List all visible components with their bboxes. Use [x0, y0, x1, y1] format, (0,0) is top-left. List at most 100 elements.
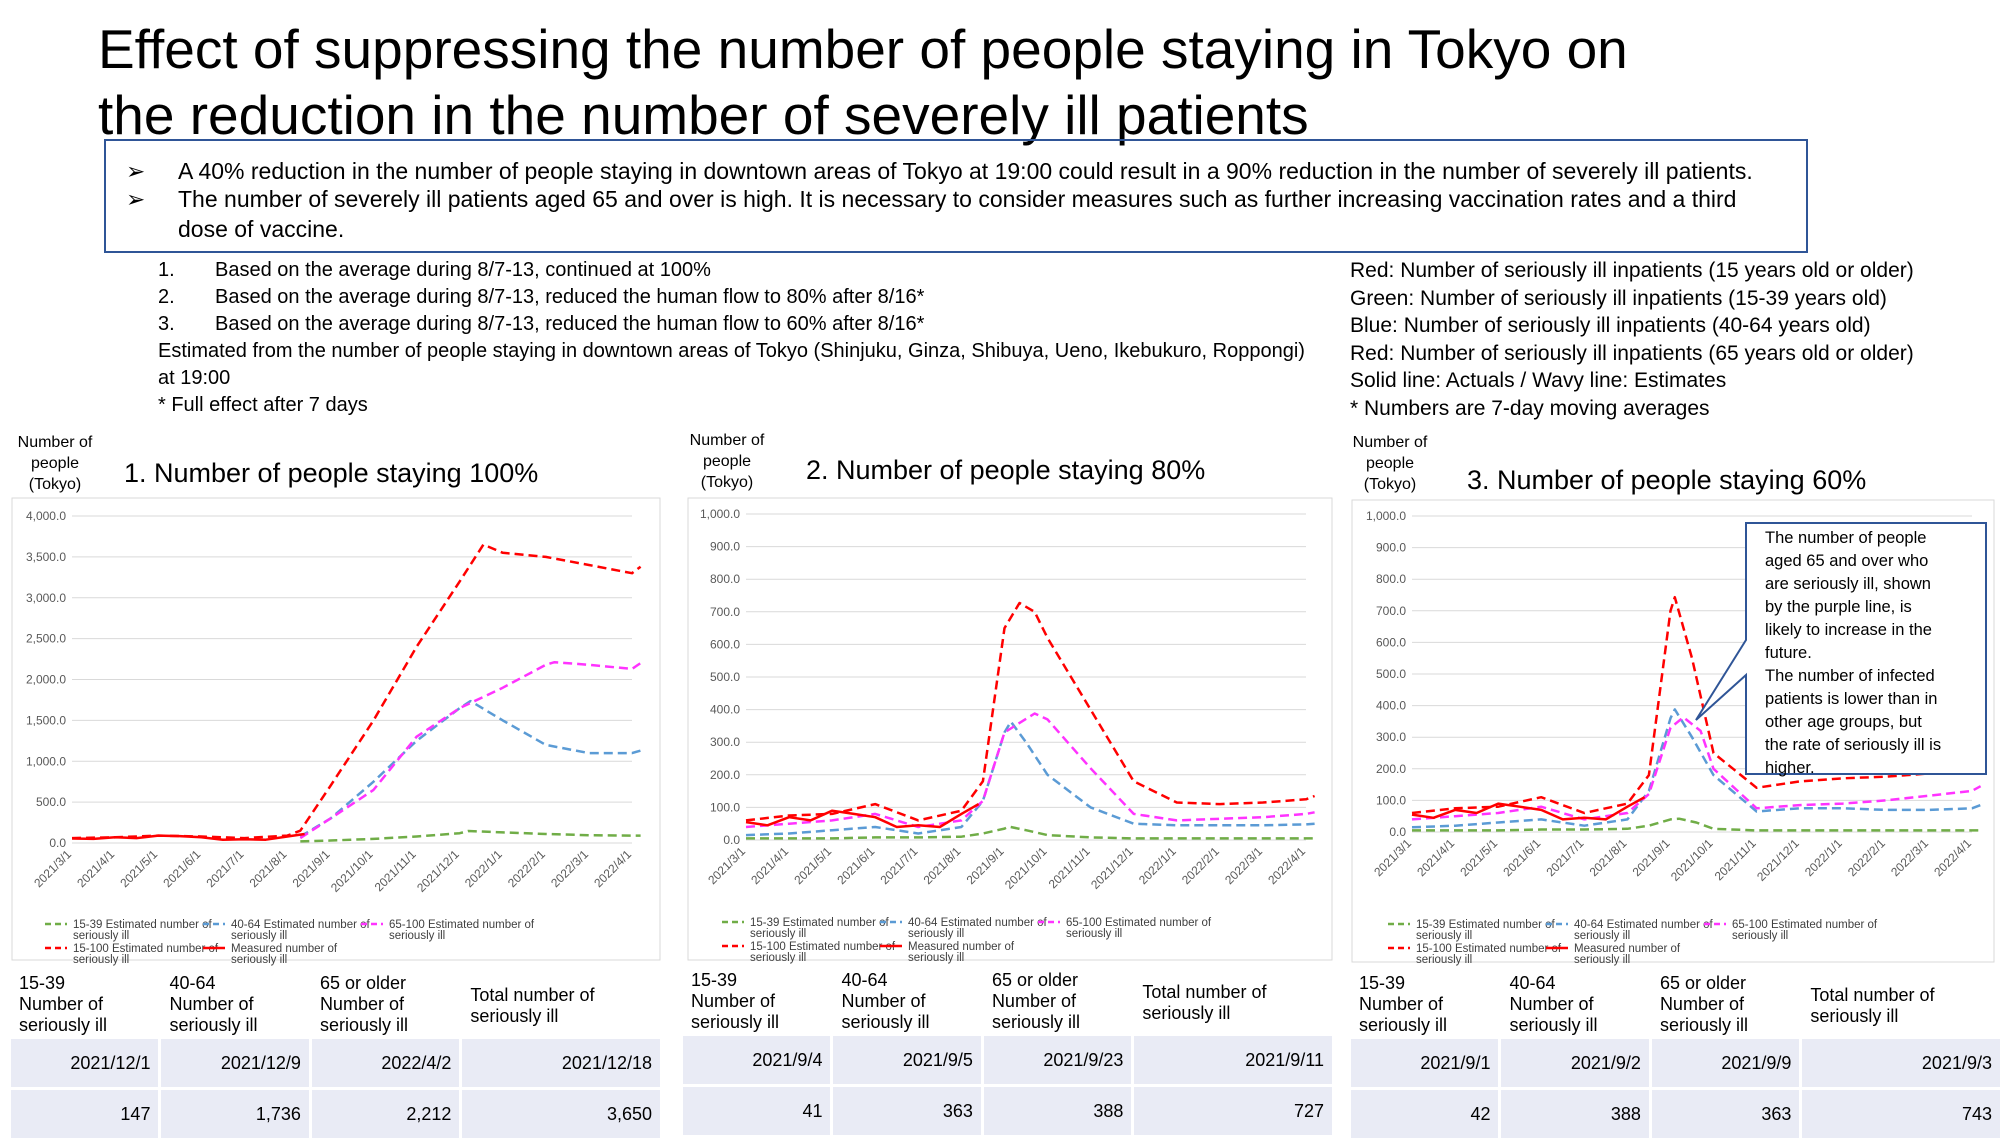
series-line: [746, 603, 1315, 820]
table-cell: 2021/9/5: [832, 1035, 982, 1086]
table-cell: 1,736: [160, 1089, 310, 1138]
x-tick-label: 2021/7/1: [877, 844, 920, 887]
x-tick-label: 2022/1/1: [1136, 844, 1179, 887]
x-tick-label: 2021/4/1: [74, 847, 117, 890]
legend-label: seriously ill: [231, 930, 287, 942]
table-cell: 2021/9/2: [1500, 1038, 1650, 1089]
y-tick-label: 600.0: [710, 637, 740, 651]
table-cell: 727: [1133, 1086, 1332, 1136]
x-tick-label: 2021/12/1: [1754, 836, 1802, 884]
y-tick-label: 900.0: [1376, 541, 1406, 555]
x-tick-label: 2022/1/1: [1802, 836, 1845, 879]
x-tick-label: 2022/4/1: [1265, 844, 1308, 887]
series-line: [746, 827, 1315, 839]
x-tick-label: 2021/8/1: [921, 844, 964, 887]
table-row: 2021/9/4 2021/9/5 2021/9/23 2021/9/11: [682, 1035, 1333, 1086]
series-line: [300, 701, 640, 836]
x-tick-label: 2021/10/1: [1002, 844, 1050, 892]
table-cell: 42: [1350, 1089, 1500, 1138]
table-cell: 2021/12/1: [10, 1038, 160, 1089]
x-tick-label: 2021/6/1: [160, 847, 203, 890]
table-cell: 363: [832, 1086, 982, 1136]
table-cell: 388: [1500, 1089, 1650, 1138]
y-tick-label: 100.0: [710, 800, 740, 814]
x-tick-label: 2021/4/1: [1414, 836, 1457, 879]
x-tick-label: 2021/11/1: [1712, 836, 1759, 883]
x-tick-label: 2021/5/1: [791, 844, 834, 887]
series-line: [72, 545, 641, 839]
x-tick-label: 2021/12/1: [1088, 844, 1136, 892]
y-tick-label: 1,000.0: [700, 507, 740, 521]
x-tick-label: 2021/9/1: [1630, 836, 1673, 879]
y-tick-label: 2,500.0: [26, 632, 66, 646]
table-cell: 2022/4/2: [310, 1038, 460, 1089]
y-tick-label: 3,500.0: [26, 550, 66, 564]
table-cell: 2021/12/18: [461, 1038, 660, 1089]
x-tick-label: 2021/6/1: [834, 844, 877, 887]
x-tick-label: 2022/2/1: [1179, 844, 1222, 887]
y-tick-label: 400.0: [710, 703, 740, 717]
legend-label: seriously ill: [231, 954, 287, 966]
table-cell: 2021/9/23: [982, 1035, 1132, 1086]
x-tick-label: 2022/3/1: [1222, 844, 1265, 887]
x-tick-label: 2021/10/1: [1668, 836, 1716, 884]
callout-text: The number of people aged 65 and over wh…: [1765, 527, 1980, 780]
y-tick-label: 500.0: [1376, 667, 1406, 681]
y-tick-label: 2,000.0: [26, 673, 66, 687]
table-cell: 2021/9/11: [1133, 1035, 1332, 1086]
y-tick-label: 800.0: [710, 572, 740, 586]
x-tick-label: 2021/7/1: [203, 847, 246, 890]
legend-label: seriously ill: [73, 954, 129, 966]
x-tick-label: 2021/9/1: [290, 847, 333, 890]
series-line: [300, 831, 640, 841]
x-tick-label: 2021/7/1: [1543, 836, 1586, 879]
y-tick-label: 400.0: [1376, 699, 1406, 713]
table-cell: 41: [682, 1086, 832, 1136]
x-tick-label: 2021/5/1: [117, 847, 160, 890]
x-tick-label: 2021/5/1: [1457, 836, 1500, 879]
legend-label: seriously ill: [750, 928, 806, 940]
legend-label: seriously ill: [908, 952, 964, 964]
y-tick-label: 100.0: [1376, 793, 1406, 807]
x-tick-label: 2022/2/1: [505, 847, 548, 890]
y-tick-label: 3,000.0: [26, 591, 66, 605]
y-tick-label: 1,000.0: [1366, 509, 1406, 523]
y-tick-label: 300.0: [1376, 730, 1406, 744]
series-line: [300, 662, 640, 838]
table-cell: 147: [10, 1089, 160, 1138]
series-line: [1412, 819, 1981, 831]
legend-label: seriously ill: [1416, 954, 1472, 966]
legend-label: seriously ill: [1066, 928, 1122, 940]
table-cell: 2,212: [310, 1089, 460, 1138]
table-cell: 2021/9/4: [682, 1035, 832, 1086]
x-tick-label: 2021/11/1: [1046, 844, 1093, 891]
y-tick-label: 200.0: [1376, 762, 1406, 776]
y-tick-label: 200.0: [710, 768, 740, 782]
x-tick-label: 2021/12/1: [414, 847, 462, 895]
y-tick-label: 700.0: [710, 605, 740, 619]
table-cell: 2021/9/1: [1350, 1038, 1500, 1089]
table-cell: 388: [982, 1086, 1132, 1136]
y-tick-label: 1,500.0: [26, 713, 66, 727]
x-tick-label: 2022/1/1: [462, 847, 505, 890]
x-tick-label: 2021/10/1: [328, 847, 376, 895]
table-row: 42 388 363 743: [1350, 1089, 2000, 1138]
y-tick-label: 700.0: [1376, 604, 1406, 618]
x-tick-label: 2021/9/1: [964, 844, 1007, 887]
legend-label: seriously ill: [1574, 954, 1630, 966]
x-tick-label: 2022/4/1: [1931, 836, 1974, 879]
y-tick-label: 500.0: [36, 795, 66, 809]
